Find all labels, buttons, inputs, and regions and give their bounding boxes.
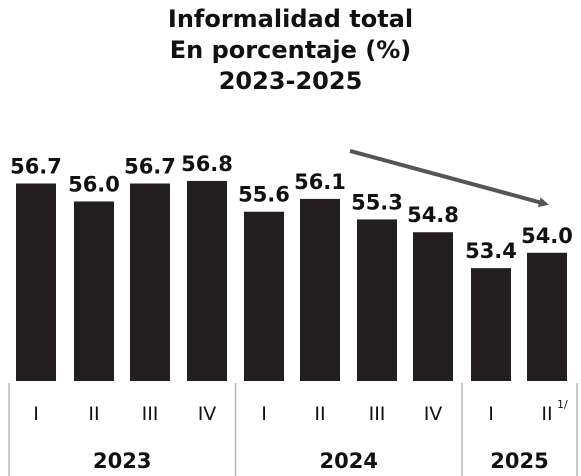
data-label-6: 55.3 [351,190,403,214]
chart-title: Informalidad total [167,5,414,33]
bar-9 [527,252,567,381]
data-label-8: 53.4 [465,239,517,263]
data-label-9: 54.0 [521,224,573,248]
bar-6 [357,219,397,381]
tick-label-7: IV [424,403,443,425]
data-label-0: 56.7 [10,155,62,179]
tick-label-5: II [314,403,325,425]
chart-period: 2023-2025 [218,67,363,95]
bar-5 [300,198,340,381]
chart-title-block: Informalidad total En porcentaje (%) 202… [0,4,581,97]
data-label-5: 56.1 [294,170,346,194]
chart-subtitle: En porcentaje (%) [169,36,412,64]
bar-2 [130,183,170,381]
data-label-1: 56.0 [68,172,120,196]
tick-label-9: II [541,403,552,425]
tick-label-1: II [88,403,99,425]
data-label-4: 55.6 [238,183,290,207]
year-label-2: 2025 [490,449,548,473]
bar-1 [74,201,114,381]
data-label-3: 56.8 [181,152,233,176]
bar-7 [413,232,453,381]
tick-label-0: I [33,403,39,425]
tick-label-3: IV [198,403,217,425]
bar-3 [187,180,227,381]
data-label-2: 56.7 [124,155,176,179]
footnote-marker: 1/ [557,398,568,411]
bar-4 [244,211,284,381]
tick-label-4: I [261,403,267,425]
year-label-0: 2023 [93,449,151,473]
data-label-7: 54.8 [407,203,459,227]
year-label-1: 2024 [320,449,378,473]
trend-arrow [349,148,549,208]
tick-label-8: I [488,403,494,425]
tick-label-2: III [142,403,159,425]
bar-0 [16,183,56,381]
tick-label-6: III [369,403,386,425]
bar-8 [471,268,511,381]
